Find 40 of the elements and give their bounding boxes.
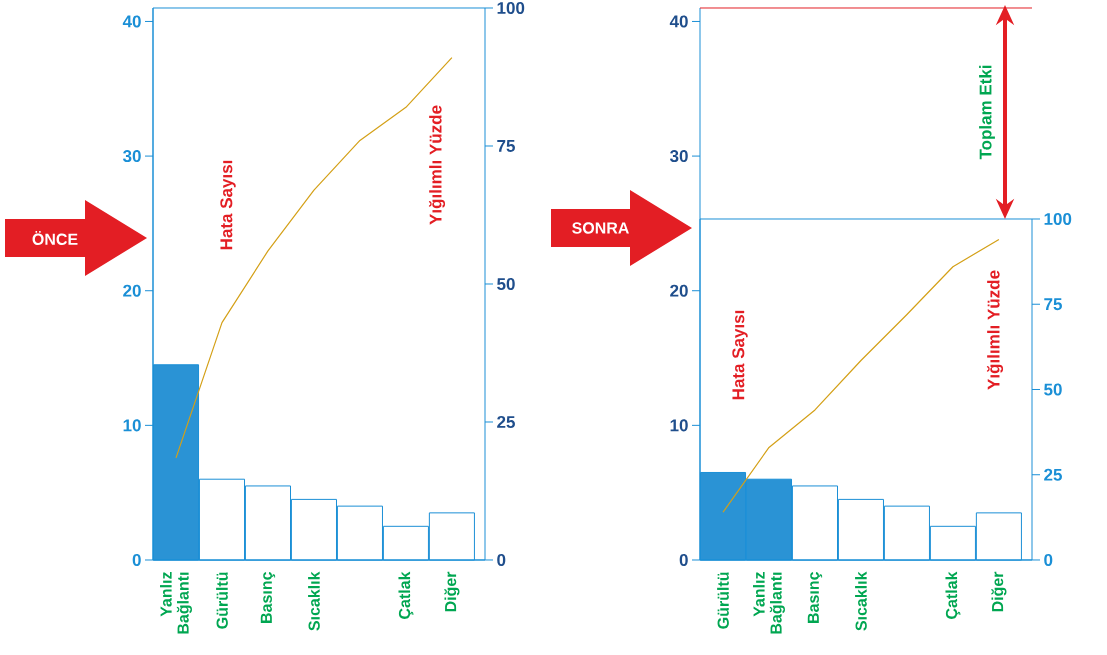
y-tick-label: 10 [123,419,141,432]
y-tick-label: 40 [122,15,141,28]
annotation: Toplam Etki [979,65,995,160]
x-tick-label: Sıcaklık [308,571,320,631]
y2-tick-label: 75 [497,140,515,152]
y-tick-label: 0 [679,553,688,567]
y2-tick-label: 50 [1044,383,1062,396]
y-axis-title: Hata Sayısı [732,310,748,400]
y2-tick-label: 0 [1044,553,1053,567]
x-tick-label: Çatlak [945,571,961,619]
y2-tick-label: 100 [1044,212,1072,226]
y2-tick-label: 50 [497,277,515,291]
y2-tick-label: 75 [1044,298,1062,311]
x-tick-label: Diğer [444,571,460,612]
y-tick-label: 10 [670,419,688,432]
y-tick-label: 30 [122,150,141,163]
x-tick-label: Yanlız Bağlantı [753,572,785,634]
y-tick-label: 30 [669,150,688,163]
y-tick-label: 0 [132,553,141,567]
y2-tick-label: 25 [1044,468,1062,481]
x-tick-label: Çatlak [398,571,414,619]
x-tick-label: Basınç [807,572,823,623]
text: SONRA [572,222,629,234]
y-axis-title: Hata Sayısı [220,160,236,250]
y2-tick-label: 0 [497,553,506,567]
y-tick-label: 40 [669,15,688,28]
x-tick-label: Gürültü [717,572,729,629]
y-tick-label: 20 [670,284,688,297]
x-tick-label: Basınç [260,572,276,623]
line-series [175,57,453,459]
x-tick-label: Yanlız Bağlantı [160,572,192,634]
y2-tick-label: 25 [497,415,515,429]
y2-tick-label: 100 [497,1,525,15]
x-tick-label: Gürültü [216,572,228,629]
text: ÖNCE [32,231,78,245]
y2-axis-title: Yığılımlı Yüzde [428,105,446,225]
x-tick-label: Diğer [991,571,1007,612]
y-tick-label: 20 [123,284,141,297]
x-tick-label: Sıcaklık [855,571,867,631]
y2-axis-title: Yığılımlı Yüzde [986,270,1004,390]
